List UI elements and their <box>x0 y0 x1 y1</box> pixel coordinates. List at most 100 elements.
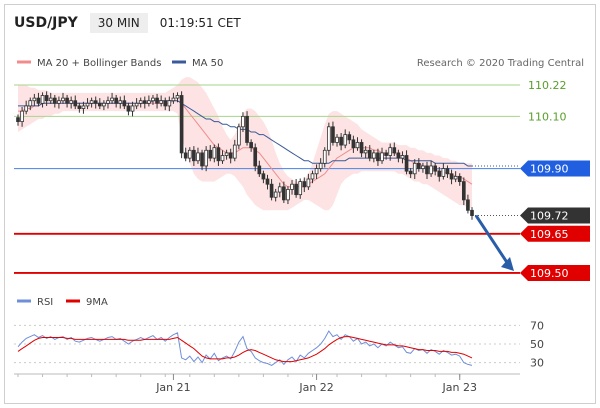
candle-body <box>85 102 90 107</box>
candle <box>359 139 364 158</box>
candle <box>77 102 82 113</box>
candle-body <box>408 170 413 175</box>
timestamp: 01:19:51 CET <box>159 16 241 30</box>
candle <box>306 173 311 190</box>
candle <box>457 173 462 186</box>
candle <box>449 169 454 185</box>
chart-header: USD/JPY 30 MIN 01:19:51 CET <box>14 12 241 34</box>
candle <box>253 143 258 172</box>
candle-body <box>24 105 29 112</box>
candle-body <box>380 152 384 162</box>
candle <box>241 112 245 133</box>
candle-body <box>122 100 127 107</box>
candle <box>102 100 106 111</box>
candle-body <box>265 178 270 185</box>
candle <box>237 123 241 150</box>
pivot-tag <box>520 160 590 177</box>
candle <box>367 145 372 162</box>
candle-body <box>208 149 213 159</box>
candle-body <box>327 126 331 151</box>
candle-body <box>81 105 86 109</box>
candle <box>179 91 184 159</box>
candle-body <box>273 191 278 198</box>
candle-body <box>48 97 53 102</box>
candle <box>310 170 315 184</box>
candlesticks <box>16 91 474 220</box>
candle <box>220 150 225 164</box>
9ma-legend-label: 9MA <box>86 297 108 308</box>
candle-body <box>147 100 151 104</box>
candle <box>380 147 384 164</box>
candle-body <box>20 110 24 122</box>
ma20-legend-label: MA 20 + Bollinger Bands <box>37 58 161 69</box>
candle-body <box>151 97 155 102</box>
candle <box>314 164 319 179</box>
candle <box>159 95 163 107</box>
candle <box>32 93 37 106</box>
candle <box>453 171 458 183</box>
candle-body <box>57 100 61 104</box>
candle-body <box>294 183 298 196</box>
candle-body <box>306 178 311 188</box>
candle-body <box>331 126 335 143</box>
legend-9ma: 9MA <box>66 297 108 308</box>
candle <box>347 131 352 145</box>
candle-body <box>118 100 123 104</box>
x-tick-label: Jan 23 <box>442 381 477 394</box>
candle-body <box>16 117 20 122</box>
candle-body <box>257 165 262 175</box>
candle-body <box>249 142 253 149</box>
candle-body <box>314 168 319 175</box>
rsi-tick-70: 70 <box>530 319 544 332</box>
candle <box>249 139 253 152</box>
candle-body <box>65 97 69 104</box>
candle <box>421 162 425 173</box>
candle <box>36 92 41 107</box>
rsi-line <box>17 330 473 366</box>
candle-body <box>429 165 433 175</box>
candle-body <box>114 97 118 104</box>
candle <box>372 149 376 163</box>
candle-body <box>89 100 94 104</box>
candle <box>126 102 131 116</box>
candle <box>93 96 98 109</box>
candle <box>81 101 86 114</box>
candle <box>69 96 74 109</box>
timeframe-badge[interactable]: 30 MIN <box>89 13 148 33</box>
candle <box>363 146 368 159</box>
candle-body <box>384 152 388 156</box>
candle-body <box>241 115 245 128</box>
candle-body <box>437 170 442 177</box>
candle <box>331 121 335 146</box>
candle <box>85 98 90 110</box>
candle <box>61 92 65 104</box>
candle <box>384 149 388 160</box>
projection-arrow-head <box>501 256 514 271</box>
candle <box>138 97 143 108</box>
chart-frame <box>4 4 596 404</box>
candle-body <box>134 102 139 107</box>
candle <box>327 122 331 156</box>
candle-body <box>282 186 286 201</box>
candle-body <box>232 144 237 159</box>
candle <box>265 174 270 190</box>
candle <box>437 166 442 182</box>
candle-body <box>421 165 425 169</box>
candle-body <box>347 134 352 141</box>
candle-body <box>466 199 470 211</box>
candle-body <box>155 97 159 104</box>
candle <box>429 160 433 177</box>
candle-body <box>130 105 135 112</box>
candle-body <box>187 149 192 159</box>
projection-arrow <box>474 214 514 271</box>
candle-body <box>69 100 74 104</box>
candle <box>396 149 401 163</box>
candle <box>318 158 323 172</box>
candle <box>273 188 278 202</box>
candle-body <box>396 152 401 159</box>
candle-body <box>310 173 315 180</box>
candle-body <box>245 115 249 143</box>
candle <box>208 145 213 162</box>
candle-body <box>106 100 110 104</box>
rsi-legend-label: RSI <box>37 297 53 308</box>
